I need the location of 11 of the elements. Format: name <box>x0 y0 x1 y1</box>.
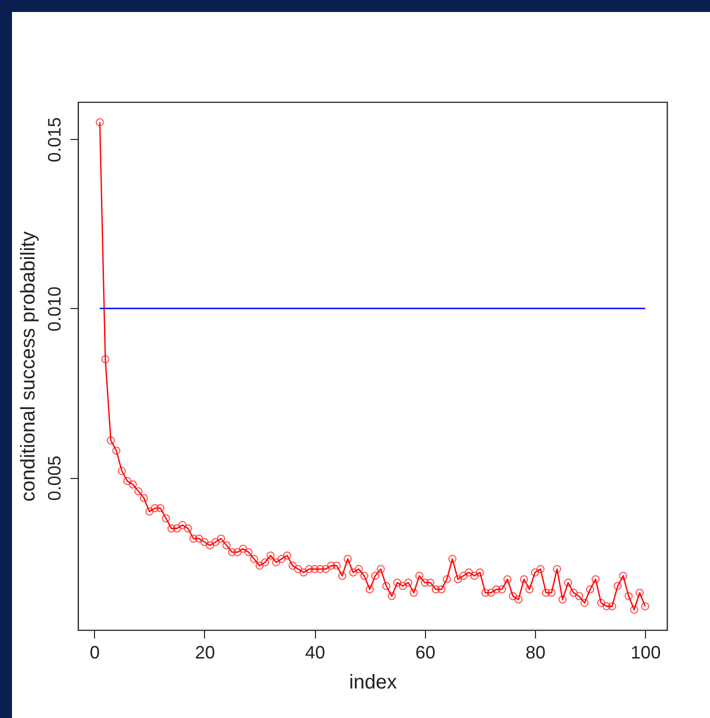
y-axis-title: conditional success probability <box>18 231 40 502</box>
x-tick-label: 80 <box>525 642 546 662</box>
x-tick-label: 100 <box>630 642 661 662</box>
x-axis-title: index <box>349 672 397 694</box>
x-tick-label: 60 <box>415 642 436 662</box>
x-tick-label: 20 <box>194 642 215 662</box>
y-tick-label: 0.005 <box>44 456 64 501</box>
x-tick-label: 40 <box>305 642 326 662</box>
y-tick-label: 0.015 <box>44 117 64 162</box>
x-tick-label: 0 <box>90 642 100 662</box>
y-tick-label: 0.010 <box>44 286 64 332</box>
